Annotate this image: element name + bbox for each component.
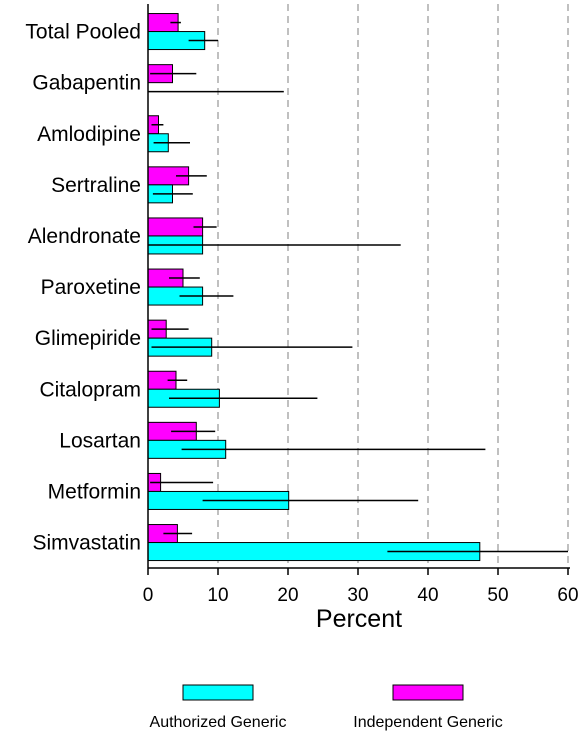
bars	[147, 13, 481, 562]
legend-label-authorized: Authorized Generic	[150, 714, 287, 731]
category-label: Simvastatin	[32, 532, 141, 555]
category-label: Sertraline	[51, 174, 141, 197]
category-label: Metformin	[48, 480, 141, 503]
x-tick-label: 60	[557, 585, 578, 606]
legend-swatch-authorized	[182, 684, 254, 701]
x-tick-label: 50	[487, 585, 508, 606]
x-tick-label: 0	[143, 585, 154, 606]
x-axis-title: Percent	[316, 605, 402, 633]
x-tick-label: 30	[347, 585, 368, 606]
gridlines	[217, 4, 569, 568]
category-label: Glimepiride	[35, 327, 141, 350]
legend-label-independent: Independent Generic	[353, 714, 502, 731]
x-tick-label: 40	[417, 585, 438, 606]
legend-swatch-independent	[392, 684, 464, 701]
x-tick-label: 10	[207, 585, 228, 606]
error-bars	[148, 21, 568, 553]
category-label: Losartan	[59, 429, 141, 452]
category-label: Alendronate	[28, 225, 141, 248]
category-label: Total Pooled	[25, 21, 141, 44]
axes	[147, 4, 570, 569]
category-labels: Total Pooled Gabapentin Amlodipine Sertrali…	[25, 21, 141, 555]
category-label: Gabapentin	[32, 72, 141, 95]
category-label: Citalopram	[39, 378, 141, 401]
x-ticks: 0 10 20 30 40 50 60	[143, 568, 579, 606]
legend: Authorized Generic Independent Generic	[150, 684, 503, 731]
category-label: Paroxetine	[41, 276, 141, 299]
x-tick-label: 20	[277, 585, 298, 606]
category-label: Amlodipine	[37, 123, 141, 146]
